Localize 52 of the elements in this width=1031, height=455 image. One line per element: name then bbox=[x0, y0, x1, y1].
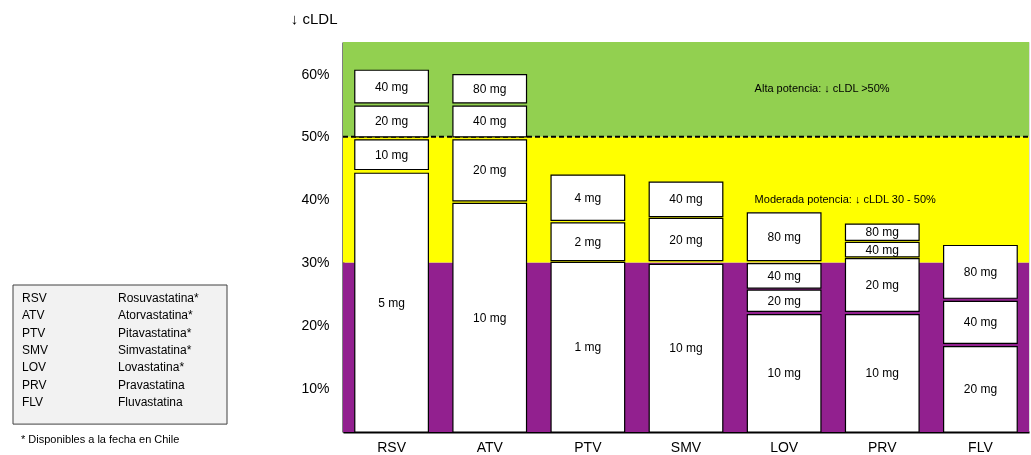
text: PRV Pravastatina bbox=[22, 377, 185, 392]
annotation: 40 mg bbox=[767, 268, 801, 283]
annotation: 10 mg bbox=[767, 366, 801, 381]
annotation: 20 mg bbox=[374, 114, 409, 129]
annotation: 80 mg bbox=[865, 225, 899, 240]
band-label: Alta potencia: ↓ cLDL >50% bbox=[754, 82, 890, 95]
text: LOV Lovastatina* bbox=[22, 360, 185, 375]
x-tick-label: FLV bbox=[968, 438, 994, 455]
annotation: 10 mg bbox=[473, 310, 507, 325]
annotation: 20 mg bbox=[473, 163, 507, 178]
annotation: 80 mg bbox=[963, 264, 998, 279]
annotation: 4 mg bbox=[574, 190, 602, 205]
text: FLV Fluvastatina bbox=[22, 394, 183, 409]
annotation: 20 mg bbox=[669, 232, 703, 247]
text: * Disponibles a la fecha en Chile bbox=[21, 433, 180, 445]
annotation: 10 mg bbox=[669, 341, 703, 356]
x-tick-label: SMV bbox=[670, 438, 702, 455]
bar bbox=[746, 212, 822, 262]
annotation: 80 mg bbox=[767, 229, 801, 244]
annotation: 40 mg bbox=[963, 315, 998, 330]
annotation: 10 mg bbox=[865, 366, 899, 381]
y-tick-label: 20% bbox=[301, 316, 330, 333]
annotation: 80 mg bbox=[473, 81, 507, 96]
y-axis-title: ↓ cLDL bbox=[290, 9, 338, 27]
x-tick-label: PRV bbox=[868, 438, 898, 455]
annotation: 40 mg bbox=[669, 192, 703, 207]
annotation: 2 mg bbox=[574, 234, 602, 249]
text: RSV Rosuvastatina* bbox=[22, 291, 199, 305]
y-tick-label: 10% bbox=[301, 379, 330, 396]
bar bbox=[943, 300, 1018, 345]
bar bbox=[943, 244, 1018, 299]
x-tick-label: RSV bbox=[377, 438, 407, 455]
band-label: Moderada potencia: ↓ cLDL 30 - 50% bbox=[754, 192, 937, 205]
x-tick-label: ATV bbox=[476, 438, 504, 455]
annotation: 5 mg bbox=[378, 295, 405, 310]
annotation: 40 mg bbox=[374, 79, 409, 94]
y-tick-label: 60% bbox=[301, 65, 330, 82]
annotation: 40 mg bbox=[865, 242, 899, 257]
text: PTV Pitavastatina* bbox=[22, 325, 192, 340]
y-tick-label: 40% bbox=[301, 191, 330, 208]
text: SMV Simvastatina* bbox=[22, 342, 192, 357]
annotation: 20 mg bbox=[865, 278, 899, 293]
x-tick-label: PTV bbox=[574, 438, 603, 455]
text: ATV Atorvastatina* bbox=[22, 308, 193, 323]
y-tick-label: 50% bbox=[301, 128, 330, 145]
x-tick-label: LOV bbox=[770, 438, 799, 455]
annotation: 40 mg bbox=[473, 114, 507, 129]
annotation: 20 mg bbox=[767, 293, 801, 308]
annotation: 10 mg bbox=[374, 147, 409, 162]
y-tick-label: 30% bbox=[301, 253, 330, 270]
annotation: 20 mg bbox=[963, 382, 998, 397]
annotation: 1 mg bbox=[574, 340, 602, 355]
